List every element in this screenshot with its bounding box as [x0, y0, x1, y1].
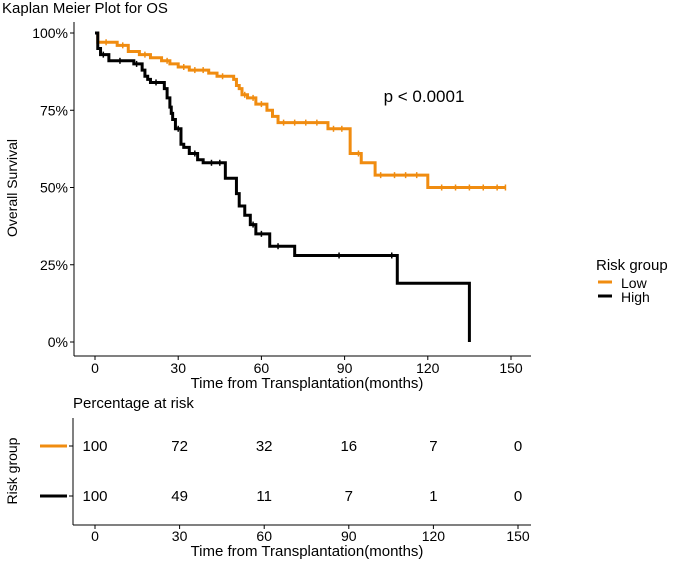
legend-label-high: High — [621, 289, 650, 305]
risk-table-x-label: Time from Transplantation(months) — [191, 543, 424, 560]
x-tick-label: 30 — [170, 360, 186, 376]
risk-cell-high: 100 — [82, 488, 107, 505]
risk-cell-high: 1 — [429, 488, 437, 505]
risk-x-tick-label: 0 — [91, 528, 99, 544]
risk-x-tick-label: 30 — [172, 528, 188, 544]
risk-x-tick-label: 150 — [506, 528, 530, 544]
risk-cell-low: 32 — [256, 438, 273, 455]
chart-title: Kaplan Meier Plot for OS — [2, 0, 168, 17]
p-value-annotation: p < 0.0001 — [384, 87, 465, 106]
risk-cell-high: 0 — [514, 488, 522, 505]
risk-cell-low: 7 — [429, 438, 437, 455]
risk-cell-low: 72 — [171, 438, 188, 455]
x-axis-label: Time from Transplantation(months) — [191, 375, 424, 392]
y-axis-label: Overall Survival — [4, 139, 20, 237]
risk-table-title: Percentage at risk — [73, 395, 194, 412]
y-tick-label: 100% — [32, 25, 68, 41]
x-tick-label: 90 — [337, 360, 353, 376]
y-tick-label: 0% — [48, 334, 68, 350]
risk-cell-low: 100 — [82, 438, 107, 455]
y-tick-label: 75% — [40, 102, 68, 118]
legend-title: Risk group — [596, 257, 668, 274]
y-tick-label: 25% — [40, 257, 68, 273]
risk-x-tick-label: 120 — [422, 528, 446, 544]
km-curves — [95, 31, 507, 342]
risk-x-tick-label: 60 — [256, 528, 272, 544]
x-tick-label: 60 — [254, 360, 270, 376]
survival-curve-low — [95, 31, 506, 189]
risk-cell-low: 0 — [514, 438, 522, 455]
risk-table-y-label: Risk group — [4, 437, 20, 504]
km-axes: 0% 25% 50% 75% 100% 0 30 60 90 120 150 — [32, 22, 531, 376]
risk-cell-high: 49 — [171, 488, 188, 505]
y-tick-label: 50% — [40, 180, 68, 196]
survival-curve-high — [95, 31, 471, 342]
x-tick-label: 120 — [416, 360, 440, 376]
risk-cell-high: 7 — [345, 488, 353, 505]
legend-label-low: Low — [621, 275, 648, 291]
risk-cell-high: 11 — [256, 488, 272, 505]
risk-x-tick-label: 90 — [341, 528, 357, 544]
risk-cell-low: 16 — [340, 438, 357, 455]
x-tick-label: 150 — [499, 360, 523, 376]
x-tick-label: 0 — [91, 360, 99, 376]
